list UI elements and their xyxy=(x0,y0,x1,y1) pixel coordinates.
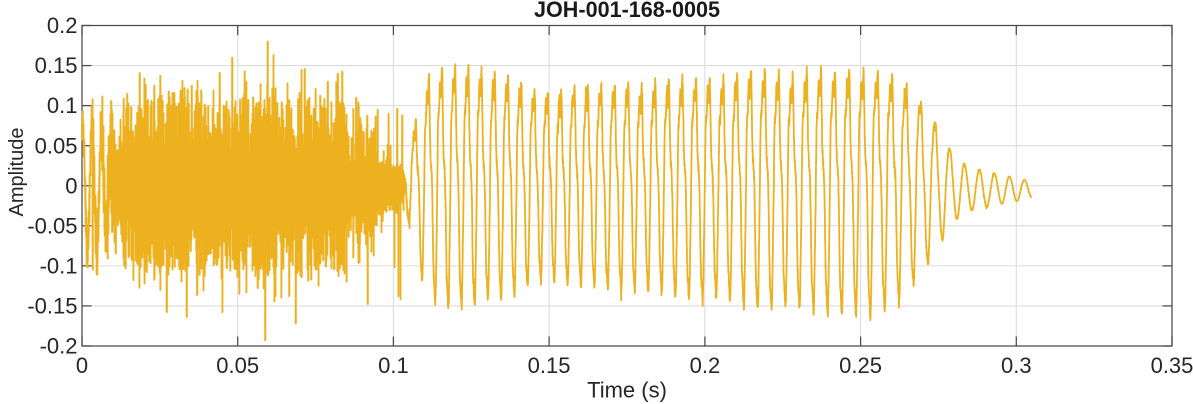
svg-text:Amplitude: Amplitude xyxy=(6,128,28,217)
svg-text:0.25: 0.25 xyxy=(839,353,882,378)
svg-text:-0.2: -0.2 xyxy=(40,334,78,359)
svg-text:0.15: 0.15 xyxy=(528,353,571,378)
svg-text:-0.15: -0.15 xyxy=(27,294,77,319)
svg-text:0.05: 0.05 xyxy=(35,133,78,158)
svg-text:0.35: 0.35 xyxy=(1151,353,1193,378)
svg-text:-0.1: -0.1 xyxy=(40,254,78,279)
svg-text:0.2: 0.2 xyxy=(690,353,721,378)
svg-text:Time (s): Time (s) xyxy=(587,378,667,403)
svg-text:0: 0 xyxy=(65,173,77,198)
svg-text:0.15: 0.15 xyxy=(35,53,78,78)
svg-text:-0.05: -0.05 xyxy=(27,213,77,238)
svg-text:0.05: 0.05 xyxy=(216,353,259,378)
svg-text:0.1: 0.1 xyxy=(47,93,78,118)
svg-text:JOH-001-168-0005: JOH-001-168-0005 xyxy=(534,0,720,22)
svg-text:0.1: 0.1 xyxy=(378,353,409,378)
svg-text:0.2: 0.2 xyxy=(47,13,78,38)
svg-text:0.3: 0.3 xyxy=(1001,353,1032,378)
svg-text:0: 0 xyxy=(76,353,88,378)
